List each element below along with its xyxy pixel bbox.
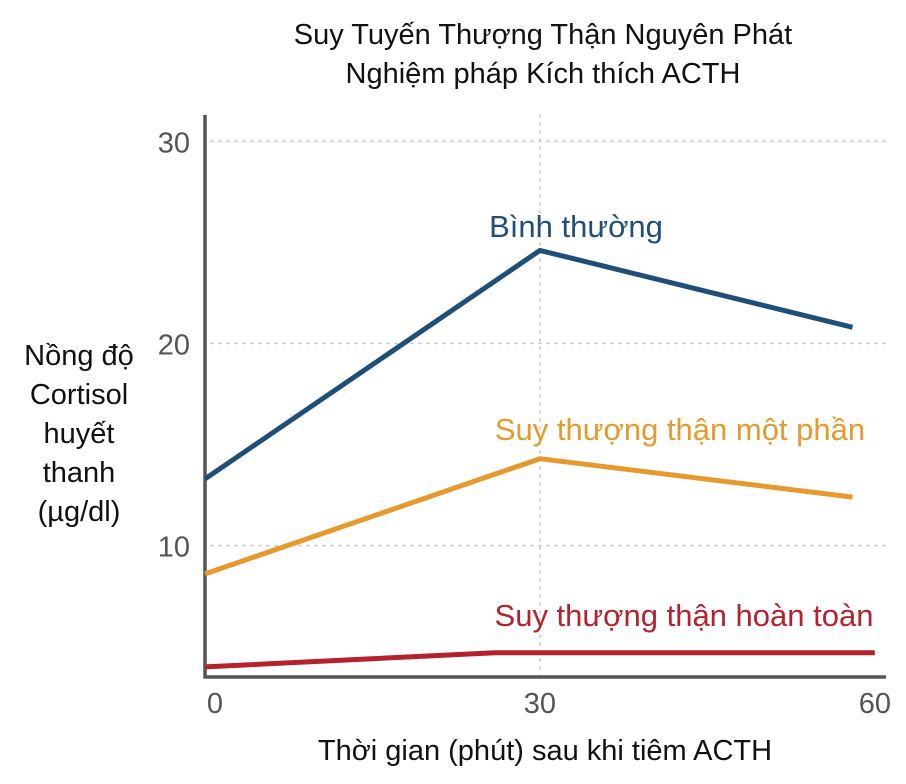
series-line-0 [203,247,854,481]
y-axis-label-line-5: (µg/dl) [38,496,121,528]
series-label-binh-thuong: Bình thường [489,209,663,244]
y-axis-label-line-2: Cortisol [30,379,128,411]
chart-title-line-1: Suy Tuyến Thượng Thận Nguyên Phát [294,19,792,51]
series-layer [203,247,875,670]
y-tick-label: 10 [158,532,190,564]
series-line-2 [204,650,875,670]
series-line-1 [204,456,853,577]
y-tick-label: 30 [158,127,190,159]
y-tick-label: 20 [158,329,190,361]
gridlines [210,114,887,678]
y-axis-label: Nồng độ Cortisol huyết thanh (µg/dl) [24,340,134,528]
series-label-suy-mot-phan: Suy thượng thận một phần [495,412,865,447]
y-axis-label-line-3: huyết [44,418,115,450]
y-axis-label-line-1: Nồng độ [24,340,134,372]
axes [203,115,886,679]
chart-title-line-2: Nghiệm pháp Kích thích ACTH [346,58,741,90]
y-axis-label-line-4: thanh [43,457,116,489]
x-axis-label: Thời gian (phút) sau khi tiêm ACTH [318,735,772,767]
tick-labels: 10 20 30 0 30 60 [158,127,891,720]
series-label-suy-hoan-toan: Suy thượng thận hoàn toàn [495,598,874,633]
x-tick-label: 30 [524,688,556,720]
x-tick-label: 0 [207,688,223,720]
x-tick-label: 60 [859,688,891,720]
